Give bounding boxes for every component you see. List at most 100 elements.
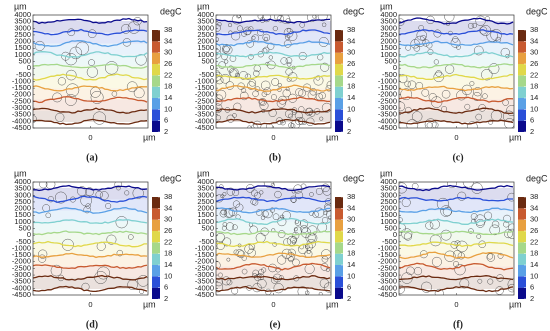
particle [267, 42, 275, 50]
band [216, 99, 331, 111]
y-tick-label: 0 [210, 63, 214, 72]
particle [315, 187, 323, 195]
y-tick-label: 3000 [380, 23, 397, 32]
band [216, 21, 331, 33]
y-unit: µm [14, 168, 27, 178]
colorbar-swatch [518, 52, 526, 64]
colorbar-swatch [152, 197, 160, 209]
particle [216, 98, 223, 106]
y-tick-label: -4000 [378, 116, 397, 125]
particle [441, 89, 451, 99]
particle [467, 121, 478, 128]
band [216, 266, 331, 278]
colorbar-swatch [518, 86, 526, 98]
isotherm [216, 84, 331, 92]
y-tick-label: 1500 [14, 43, 31, 52]
colorbar-label: 38 [530, 192, 538, 201]
colorbar-swatch [335, 41, 343, 53]
band [33, 255, 148, 267]
particle [64, 53, 78, 66]
particle [400, 88, 413, 101]
isotherm [399, 85, 514, 92]
colorbar-label: 26 [347, 226, 355, 235]
particle [77, 186, 87, 197]
y-tick-label: 500 [384, 57, 397, 66]
isotherm [33, 118, 148, 126]
y-tick-label: 2500 [197, 197, 214, 206]
colorbar-label: 34 [164, 36, 172, 45]
band [399, 199, 514, 211]
colorbar-swatch [335, 242, 343, 254]
particle [105, 61, 119, 75]
particle [220, 194, 225, 199]
y-tick-label: -500 [16, 70, 31, 79]
particle [237, 15, 242, 18]
x-unit: µm [143, 132, 156, 142]
particle [217, 22, 222, 27]
particle [287, 31, 298, 41]
particle [313, 75, 324, 86]
y-tick-label: -1500 [12, 250, 31, 259]
y-tick-label: -2000 [195, 257, 214, 266]
particle [319, 278, 329, 288]
particle [277, 230, 286, 238]
particle [503, 214, 511, 223]
particle [116, 249, 124, 257]
particle [319, 116, 324, 121]
y-tick-label: 3500 [197, 17, 214, 26]
particle [225, 222, 235, 231]
particle [99, 191, 109, 200]
colorbar-label: 30 [164, 48, 172, 57]
particle [469, 81, 475, 86]
isotherm [399, 51, 514, 58]
particle [45, 212, 51, 219]
particle [325, 85, 331, 92]
particle [401, 228, 413, 240]
band [33, 21, 148, 33]
isotherm [399, 107, 514, 115]
panel-label: (f) [453, 319, 463, 330]
colorbar-label: 14 [347, 260, 355, 269]
band [216, 43, 331, 55]
colorbar-label: 30 [530, 215, 538, 224]
colorbar-title: degC [343, 6, 365, 16]
y-tick-label: -4500 [12, 123, 31, 132]
isotherm [216, 275, 331, 281]
y-tick-label: 0 [210, 230, 214, 239]
particle [237, 250, 246, 259]
colorbar-label: 38 [164, 192, 172, 201]
particle [487, 278, 494, 285]
isotherm [399, 218, 514, 225]
y-tick-label: 3000 [197, 190, 214, 199]
particle [114, 182, 122, 189]
particle [308, 110, 316, 117]
particle [222, 222, 228, 227]
colorbar-swatch [518, 276, 526, 288]
colorbar-swatch [152, 109, 160, 121]
colorbar-swatch [518, 242, 526, 254]
colorbar-swatch [335, 109, 343, 121]
isotherm [399, 96, 514, 103]
particle [318, 292, 323, 295]
colorbar-label: 26 [530, 226, 538, 235]
isotherm [33, 96, 148, 104]
particle [475, 113, 483, 121]
particle [259, 101, 269, 110]
particle [226, 114, 235, 123]
colorbar-swatch [335, 208, 343, 220]
particle [260, 80, 271, 91]
particle [471, 22, 477, 29]
particle [503, 229, 513, 239]
colorbar-label: 22 [347, 70, 355, 79]
colorbar-label: 38 [530, 25, 538, 34]
particle [321, 183, 330, 193]
y-tick-label: -3500 [378, 277, 397, 286]
band [33, 266, 148, 278]
particle [413, 267, 423, 276]
y-tick-label: -1500 [12, 83, 31, 92]
x-unit: µm [143, 299, 156, 309]
isotherm [33, 107, 148, 114]
band [399, 21, 514, 33]
particle [263, 36, 269, 41]
particle [216, 194, 224, 203]
